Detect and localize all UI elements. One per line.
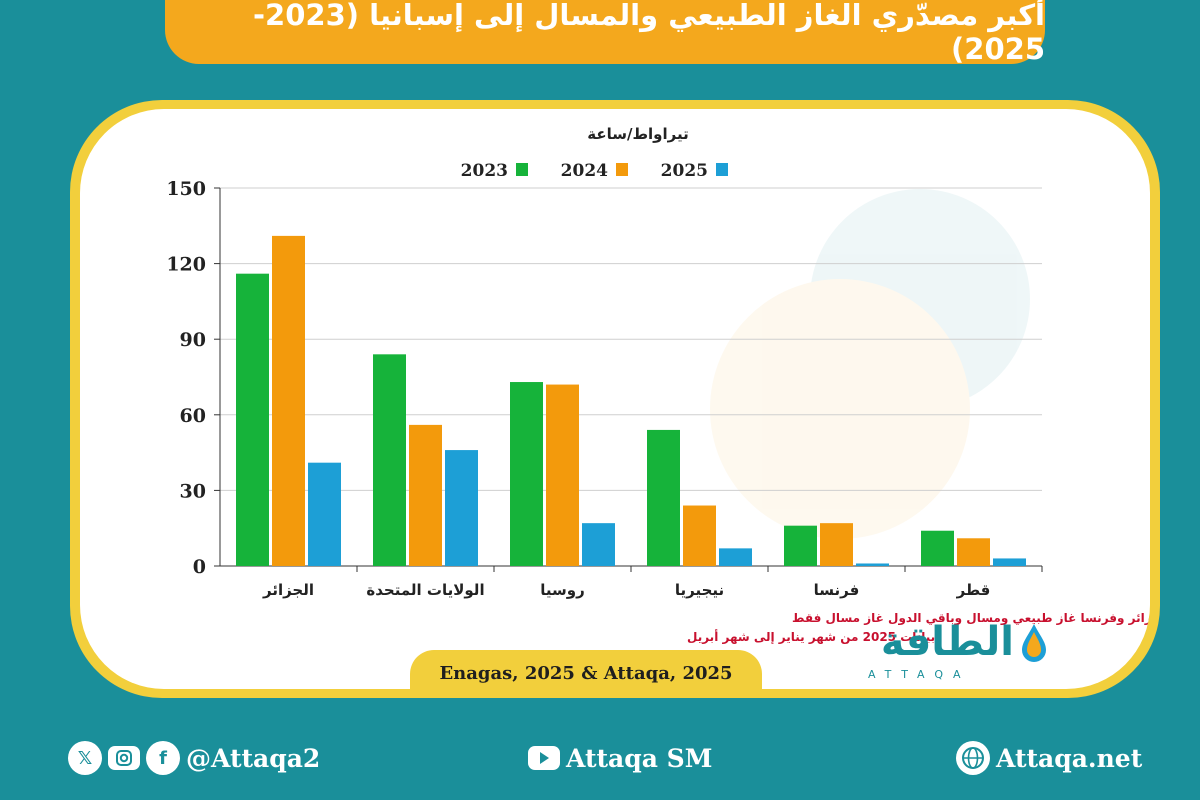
legend-label-2024: 2024 xyxy=(561,161,608,181)
youtube-icon[interactable] xyxy=(528,746,560,770)
youtube-handle[interactable]: Attaqa SM xyxy=(566,743,713,773)
source-pill: Enagas, 2025 & Attaqa, 2025 xyxy=(410,650,762,696)
bar-2024 xyxy=(683,505,716,566)
bar-2024 xyxy=(546,384,579,566)
x-tick-label: قطر xyxy=(956,581,991,599)
y-tick-label: 150 xyxy=(166,178,206,200)
attaqa-logo: الطاقة ATTAQA xyxy=(862,618,1052,686)
y-tick-label: 120 xyxy=(166,254,206,276)
x-icon[interactable]: 𝕏 xyxy=(68,741,102,775)
y-tick-label: 60 xyxy=(180,405,206,427)
bar-2024 xyxy=(409,424,442,566)
legend-label-2025: 2025 xyxy=(661,161,708,181)
bar-2023 xyxy=(647,429,680,566)
bar-2024 xyxy=(272,235,305,566)
website-url[interactable]: Attaqa.net xyxy=(996,743,1143,773)
title-bar: أكبر مصدّري الغاز الطبيعي والمسال إلى إس… xyxy=(165,0,1045,66)
bar-2025 xyxy=(445,450,478,566)
source-text: Enagas, 2025 & Attaqa, 2025 xyxy=(439,662,733,684)
chart-title: أكبر مصدّري الغاز الطبيعي والمسال إلى إس… xyxy=(252,0,1045,66)
legend-swatch-2024 xyxy=(616,163,628,176)
y-tick-label: 0 xyxy=(193,556,206,578)
watermark xyxy=(710,189,1030,539)
bar-2025 xyxy=(856,563,889,566)
chart-card: 0 30 60 90 120 150 الجزائر الولايات المتحدة روسي… xyxy=(80,109,1150,689)
social-links: 𝕏 f @Attaqa2 xyxy=(68,738,320,778)
instagram-icon[interactable] xyxy=(108,746,140,770)
website-link: Attaqa.net xyxy=(956,738,1142,778)
legend-label-2023: 2023 xyxy=(461,161,508,181)
x-tick-label: الولايات المتحدة xyxy=(366,581,484,599)
logo-arabic: الطاقة xyxy=(880,619,1014,665)
social-handle[interactable]: @Attaqa2 xyxy=(186,743,321,773)
x-tick-label: روسيا xyxy=(540,581,584,599)
bar-2023 xyxy=(510,382,543,566)
y-tick-label: 90 xyxy=(180,329,206,351)
youtube-link: Attaqa SM xyxy=(528,738,712,778)
bar-2023 xyxy=(236,273,269,566)
bar-2023 xyxy=(921,530,954,566)
bar-2024 xyxy=(820,523,853,566)
bar-2025 xyxy=(582,523,615,566)
globe-icon[interactable] xyxy=(956,741,990,775)
bar-chart: 0 30 60 90 120 150 الجزائر الولايات المتحدة روسي… xyxy=(166,125,1150,644)
legend-swatch-2025 xyxy=(716,163,728,176)
bar-2023 xyxy=(373,354,406,566)
note-line-2: *بيانات 2025 من شهر يناير إلى شهر أبريل xyxy=(687,629,942,644)
drop-icon xyxy=(1022,624,1046,662)
bar-2025 xyxy=(719,548,752,566)
legend-swatch-2023 xyxy=(516,163,528,176)
bar-2025 xyxy=(993,558,1026,566)
bar-2025 xyxy=(308,462,341,566)
facebook-icon[interactable]: f xyxy=(146,741,180,775)
bar-2024 xyxy=(957,538,990,566)
bar-2023 xyxy=(784,525,817,566)
legend: 2025 2024 2023 xyxy=(461,161,728,181)
note-line-1: *الواردات من الجزائر وفرنسا غاز طبيعي وم… xyxy=(792,611,1150,626)
x-tick-label: الجزائر xyxy=(262,581,314,599)
y-unit-label: تيراواط/ساعة xyxy=(587,125,688,143)
y-tick-label: 30 xyxy=(180,480,206,502)
x-tick-label: نيجيريا xyxy=(675,581,724,599)
x-tick-label: فرنسا xyxy=(814,581,860,599)
logo-english: ATTAQA xyxy=(868,668,971,681)
